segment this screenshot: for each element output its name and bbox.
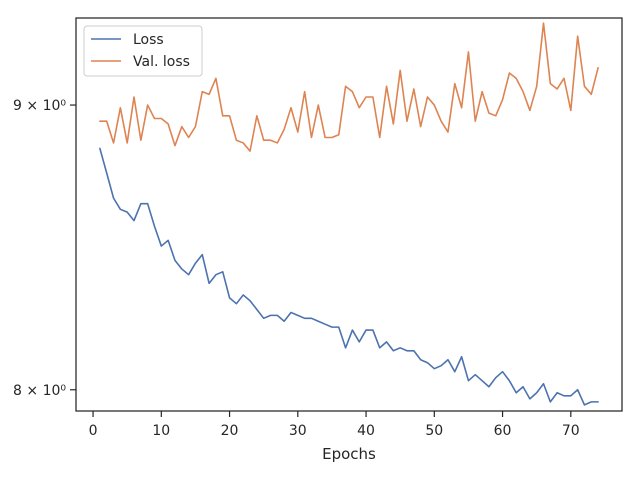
x-tick-label: 50 [425,423,443,439]
y-axis: 8 × 10⁰ 9 × 10⁰ [13,98,76,399]
x-tick-label: 0 [89,423,98,439]
legend-label-loss: Loss [133,32,164,48]
legend: Loss Val. loss [84,26,202,76]
x-tick-label: 60 [494,423,512,439]
y-tick-label: 8 × 10⁰ [13,383,66,399]
x-tick-label: 20 [221,423,239,439]
x-tick-label: 30 [289,423,307,439]
x-tick-label: 10 [152,423,170,439]
x-axis-label: Epochs [322,445,376,463]
plot-area [76,18,622,411]
x-axis: 0 10 20 30 40 50 60 70 [89,411,580,439]
x-tick-label: 40 [357,423,375,439]
x-tick-label: 70 [562,423,580,439]
y-tick-label: 9 × 10⁰ [13,98,66,114]
legend-label-val-loss: Val. loss [133,54,190,70]
